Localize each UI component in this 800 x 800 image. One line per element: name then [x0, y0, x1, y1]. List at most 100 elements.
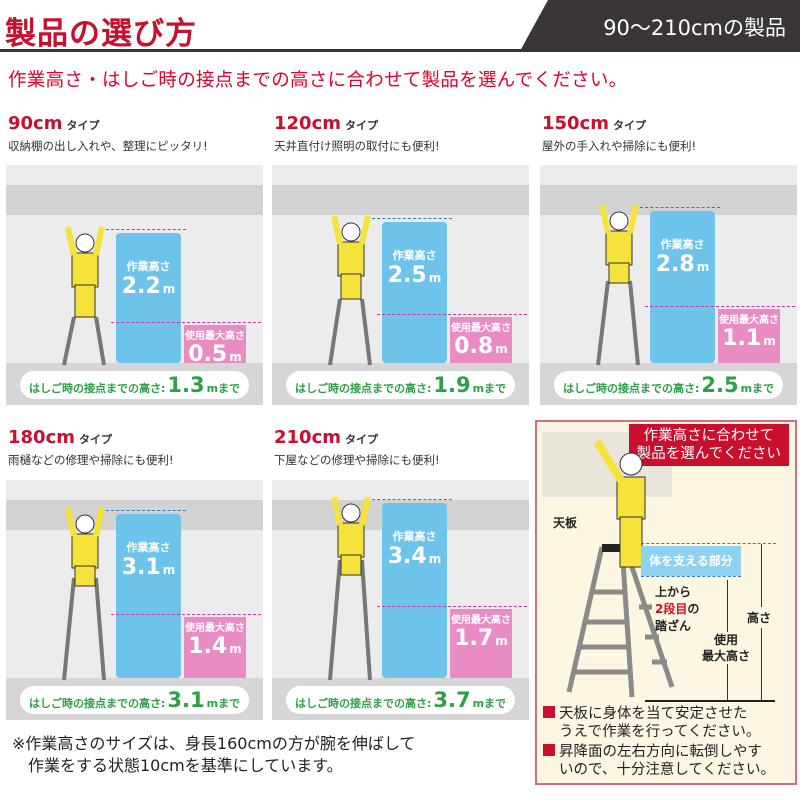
work-height-bar: 作業高さ 3.4 m	[382, 503, 447, 678]
product-description: 屋外の手入れや掃除にも便利!	[542, 139, 697, 153]
size-range-badge: 90〜210cmの製品	[520, 0, 800, 51]
product-panel: 作業高さ 3.1 m 使用最大高さ 1.4 m はしご時の接点までの高さ:3.1 mま…	[6, 480, 263, 720]
type-suffix: タイプ	[79, 433, 112, 446]
max-height-line	[645, 306, 795, 307]
unit: m	[740, 382, 753, 395]
unit: m	[229, 642, 242, 656]
work-height-bar: 作業高さ 2.8 m	[650, 211, 715, 363]
ceiling-illustration	[540, 185, 797, 215]
product-description: 下屋などの修理や掃除にも便利!	[274, 453, 440, 467]
info-header-line-1: 作業高さに合わせて	[643, 428, 775, 444]
work-height-line	[106, 229, 186, 230]
step-of: の	[687, 602, 700, 616]
max-height-box: 使用最大高さ 1.7 m	[450, 609, 512, 678]
max-height-box: 使用最大高さ 0.8 m	[450, 317, 512, 363]
product-type-title: 210cm タイプ	[274, 427, 378, 448]
contact-height-value: 2.5	[701, 373, 739, 397]
worker-on-ladder-illustration	[62, 507, 106, 681]
max-height-value: 1.7	[454, 626, 494, 651]
work-height-value: 3.1	[121, 554, 161, 580]
bullet-square-icon	[543, 706, 555, 718]
contact-height-pill: はしご時の接点までの高さ:3.1 mまで	[20, 686, 249, 714]
work-height-line	[372, 218, 452, 219]
max-height-label: 使用最大高さ	[451, 323, 511, 334]
work-height-label: 作業高さ	[126, 259, 171, 273]
contact-suffix: まで	[484, 697, 507, 710]
page-subtitle: 作業高さ・はしご時の接点までの高さに合わせて製品を選んでください。	[8, 70, 628, 91]
unit: m	[495, 634, 508, 648]
max-height-value: 0.8	[454, 334, 494, 359]
work-height-line	[106, 510, 186, 511]
product-type-title: 180cm タイプ	[8, 427, 112, 448]
work-height-value: 2.5	[387, 262, 427, 288]
warning-1-line-1: 天板に身体を当て安定させた	[559, 706, 748, 722]
unit: m	[472, 697, 485, 710]
type-suffix: タイプ	[345, 119, 378, 132]
work-height-bar: 作業高さ 3.1 m	[116, 514, 181, 678]
unit: m	[428, 270, 442, 285]
product-type-title: 120cm タイプ	[274, 113, 378, 134]
worker-on-ladder-illustration	[596, 204, 640, 366]
contact-height-label: はしご時の接点までの高さ:	[294, 382, 432, 395]
max-height-value: 1.1	[722, 326, 762, 351]
product-size: 180cm	[8, 427, 75, 448]
unit: m	[162, 562, 176, 577]
product-panel: 作業高さ 2.2 m 使用最大高さ 0.5 m はしご時の接点までの高さ:1.3 mま…	[6, 165, 263, 405]
size-range-text: 90〜210cmの製品	[603, 16, 786, 40]
page-title: 製品の選び方	[5, 16, 197, 52]
unit: m	[162, 281, 176, 296]
footnote-line-1: ※作業高さのサイズは、身長160cmの方が腕を伸ばして	[12, 734, 416, 753]
support-bottom-line	[641, 576, 741, 577]
product-description: 収納棚の出し入れや、整理にピッタリ!	[8, 139, 208, 153]
contact-height-label: はしご時の接点までの高さ:	[28, 697, 166, 710]
unit: m	[206, 697, 219, 710]
max-height-line	[377, 606, 527, 607]
product-size: 90cm	[8, 113, 63, 134]
unit: m	[495, 342, 508, 356]
step-label-line-1: 上から	[655, 585, 692, 599]
product-type-title: 150cm タイプ	[542, 113, 646, 134]
contact-height-pill: はしご時の接点までの高さ:3.7 mまで	[286, 686, 515, 714]
warning-1-line-2: うえで作業を行ってください。	[559, 724, 761, 740]
step-label-line-3: 踏ざん	[655, 619, 692, 633]
worker-on-ladder-illustration	[62, 226, 106, 366]
contact-height-pill: はしご時の接点までの高さ:1.9 mまで	[286, 371, 515, 399]
type-suffix: タイプ	[613, 119, 646, 132]
work-height-label: 作業高さ	[126, 540, 171, 554]
work-height-bar: 作業高さ 2.5 m	[382, 222, 447, 363]
product-panel: 作業高さ 2.5 m 使用最大高さ 0.8 m はしご時の接点までの高さ:1.9 mま…	[272, 165, 529, 405]
product-description: 雨樋などの修理や掃除にも便利!	[8, 453, 174, 467]
work-height-bar: 作業高さ 2.2 m	[116, 233, 181, 363]
product-panel: 作業高さ 3.4 m 使用最大高さ 1.7 m はしご時の接点までの高さ:3.7 mま…	[272, 480, 529, 720]
max-height-line	[377, 314, 527, 315]
footnote: ※作業高さのサイズは、身長160cmの方が腕を伸ばして 作業をする状態10cmを…	[12, 733, 415, 777]
max-height-label-line-1: 使用	[714, 633, 739, 647]
footnote-line-2: 作業をする状態10cmを基準にしています。	[28, 756, 343, 775]
type-suffix: タイプ	[66, 119, 100, 132]
unit: m	[428, 551, 442, 566]
max-height-line	[111, 614, 261, 615]
contact-height-pill: はしご時の接点までの高さ:1.3 mまで	[20, 371, 249, 399]
work-height-label: 作業高さ	[392, 248, 437, 262]
contact-height-value: 1.9	[433, 373, 471, 397]
unit: m	[229, 350, 242, 364]
max-height-label-line-2: 最大高さ	[702, 649, 751, 663]
contact-height-value: 3.7	[433, 688, 471, 712]
warning-2-line-1: 昇降面の左右方向に転倒しやす	[559, 744, 762, 760]
product-size: 210cm	[274, 427, 341, 448]
work-height-label: 作業高さ	[392, 529, 437, 543]
work-height-value: 3.4	[387, 543, 427, 569]
work-height-line	[372, 499, 452, 500]
contact-height-value: 1.3	[167, 373, 205, 397]
work-height-value: 2.8	[655, 251, 695, 277]
work-height-label: 作業高さ	[660, 237, 705, 251]
support-top-line	[641, 543, 776, 544]
usage-info-box: 作業高さに合わせて 製品を選んでください 天板 体を支える部分 上から 2段目の…	[535, 420, 797, 785]
contact-height-label: はしご時の接点までの高さ:	[562, 382, 700, 395]
warning-2: 昇降面の左右方向に転倒しやす いので、十分注意してください。	[543, 743, 775, 779]
step-highlight: 2段目	[655, 602, 688, 616]
header-divider	[0, 49, 800, 52]
ground-line	[645, 700, 775, 702]
max-height-line	[111, 322, 261, 323]
type-suffix: タイプ	[345, 433, 378, 446]
